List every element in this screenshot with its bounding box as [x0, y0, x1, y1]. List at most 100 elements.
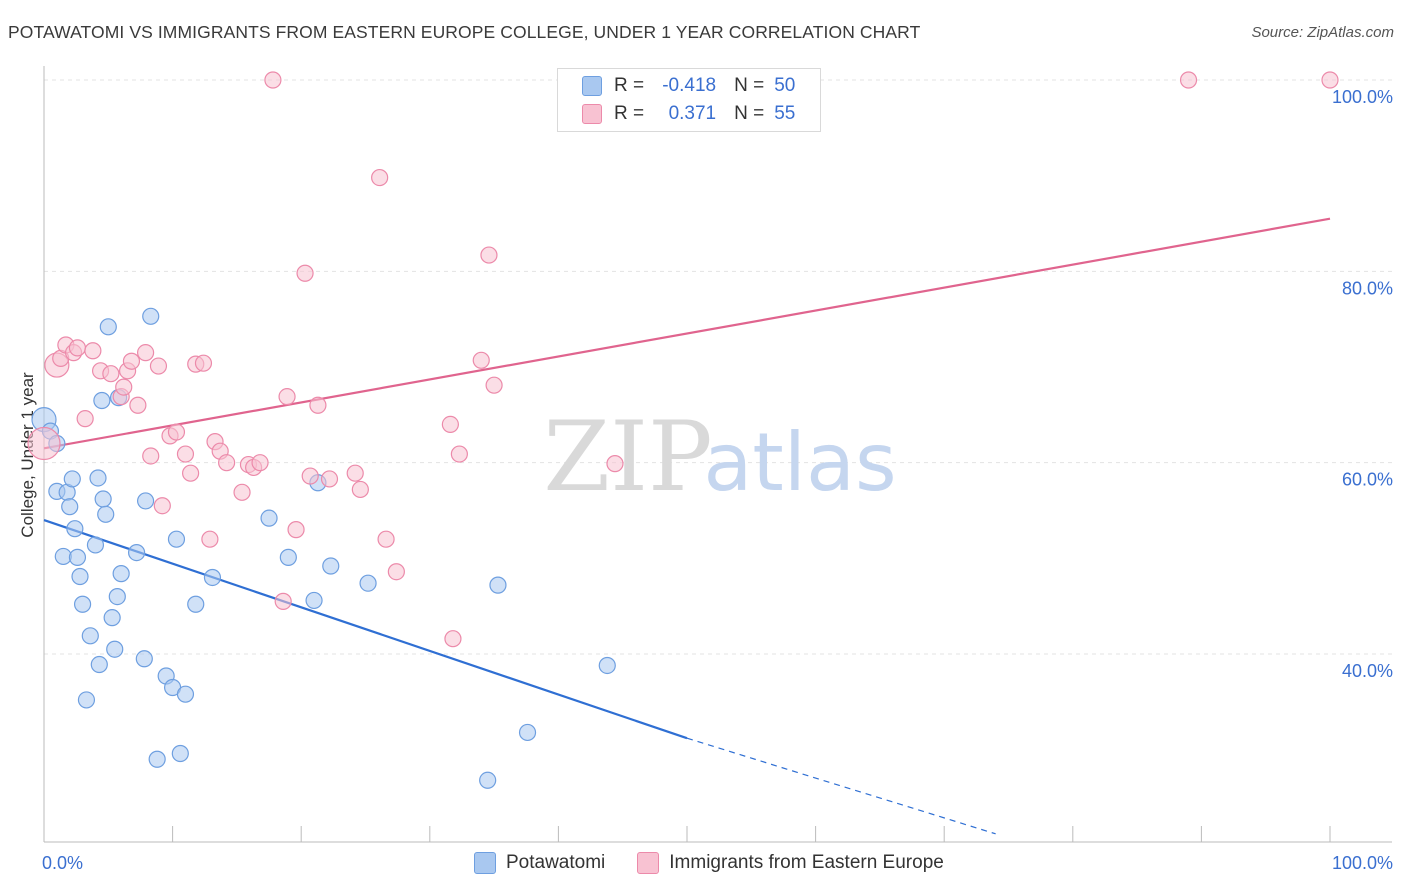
- point-potawatomi: [61, 498, 79, 516]
- point-potawatomi: [167, 530, 186, 548]
- point-potawatomi: [135, 650, 153, 668]
- point-eastern-europe: [606, 455, 624, 473]
- point-potawatomi: [148, 750, 166, 768]
- point-eastern-europe: [153, 497, 171, 515]
- point-potawatomi: [203, 568, 222, 587]
- legend-r-value: 0.371: [668, 103, 717, 124]
- legend-swatch-blue: [582, 76, 602, 96]
- point-potawatomi: [77, 691, 96, 709]
- point-eastern-europe: [27, 426, 61, 461]
- point-eastern-europe: [377, 530, 395, 548]
- legend-item-potawatomi[interactable]: Potawatomi: [474, 852, 605, 874]
- point-potawatomi: [94, 490, 112, 508]
- point-potawatomi: [322, 557, 340, 575]
- point-eastern-europe: [301, 467, 319, 485]
- point-potawatomi: [86, 536, 105, 554]
- point-potawatomi: [90, 655, 108, 674]
- legend-r-value: -0.418: [662, 75, 717, 96]
- point-potawatomi: [479, 771, 497, 789]
- point-potawatomi: [260, 509, 278, 527]
- point-eastern-europe: [1179, 71, 1198, 89]
- point-potawatomi: [108, 587, 126, 606]
- point-eastern-europe: [264, 71, 282, 89]
- point-potawatomi: [279, 548, 297, 566]
- data-points: [27, 71, 1339, 789]
- point-eastern-europe: [1321, 71, 1339, 89]
- point-eastern-europe: [194, 354, 213, 372]
- point-potawatomi: [518, 723, 537, 742]
- point-potawatomi: [63, 470, 81, 488]
- point-eastern-europe: [441, 415, 459, 433]
- y-tick-label: 100.0%: [1332, 87, 1393, 107]
- point-potawatomi: [171, 744, 189, 763]
- tick-labels: 40.0% 60.0% 80.0% 100.0% 0.0% 100.0%: [42, 87, 1393, 873]
- point-eastern-europe: [387, 563, 405, 581]
- series-legend: Potawatomi Immigrants from Eastern Europ…: [474, 852, 976, 874]
- point-eastern-europe: [320, 470, 339, 488]
- point-potawatomi: [142, 307, 160, 325]
- point-potawatomi: [99, 318, 117, 336]
- legend-item-eastern-europe[interactable]: Immigrants from Eastern Europe: [637, 852, 944, 874]
- legend-n-value: 55: [774, 103, 796, 124]
- source-credit: Source: ZipAtlas.com: [1251, 24, 1394, 41]
- point-eastern-europe: [309, 396, 327, 414]
- legend-swatch-blue: [474, 852, 496, 874]
- point-eastern-europe: [218, 454, 236, 472]
- point-potawatomi: [93, 391, 111, 410]
- point-potawatomi: [73, 595, 92, 613]
- watermark-zip: ZIP: [543, 401, 712, 513]
- trend-line-eastern-europe: [43, 217, 1331, 450]
- point-eastern-europe: [450, 445, 468, 463]
- point-eastern-europe: [346, 464, 364, 482]
- point-eastern-europe: [115, 378, 133, 396]
- legend-label: Immigrants from Eastern Europe: [669, 852, 944, 873]
- legend-n-value: 50: [774, 75, 796, 96]
- point-eastern-europe: [136, 344, 155, 362]
- point-eastern-europe: [287, 521, 305, 539]
- point-eastern-europe: [480, 246, 498, 264]
- y-tick-label: 40.0%: [1342, 661, 1393, 681]
- point-eastern-europe: [122, 352, 141, 370]
- point-eastern-europe: [84, 342, 102, 360]
- point-potawatomi: [489, 576, 507, 594]
- legend-n-label: N =: [734, 75, 765, 96]
- point-eastern-europe: [278, 388, 296, 406]
- x-tick-label: 0.0%: [42, 853, 83, 873]
- point-eastern-europe: [296, 264, 314, 282]
- point-potawatomi: [112, 565, 130, 583]
- point-eastern-europe: [351, 480, 369, 499]
- chart-title: POTAWATOMI VS IMMIGRANTS FROM EASTERN EU…: [8, 22, 921, 42]
- legend-swatch-pink: [637, 852, 660, 874]
- point-eastern-europe: [201, 530, 219, 548]
- point-eastern-europe: [371, 168, 389, 187]
- point-eastern-europe: [176, 445, 195, 463]
- point-eastern-europe: [149, 357, 168, 375]
- point-eastern-europe: [274, 592, 292, 610]
- point-potawatomi: [66, 520, 84, 538]
- trend-lines: [43, 217, 1331, 835]
- legend-r-label: R =: [614, 103, 645, 124]
- correlation-legend: R = -0.418 N = 50 R = 0.371 N = 55: [557, 68, 821, 132]
- legend-row-potawatomi: R = -0.418 N = 50: [582, 73, 795, 99]
- trend-line-potawatomi: [43, 519, 688, 740]
- watermark-atlas: atlas: [703, 416, 896, 509]
- legend-label: Potawatomi: [506, 852, 606, 873]
- point-potawatomi: [89, 469, 107, 487]
- point-eastern-europe: [182, 464, 200, 482]
- grid-lines: [44, 79, 1392, 655]
- point-eastern-europe: [472, 351, 490, 369]
- point-potawatomi: [305, 591, 323, 610]
- point-potawatomi: [81, 627, 99, 645]
- point-potawatomi: [103, 609, 121, 627]
- point-eastern-europe: [129, 396, 147, 414]
- watermark: ZIP atlas: [543, 401, 896, 513]
- point-potawatomi: [106, 640, 124, 658]
- legend-swatch-pink: [582, 104, 602, 124]
- legend-r-label: R =: [614, 75, 645, 96]
- point-potawatomi: [71, 567, 89, 586]
- point-potawatomi: [187, 595, 205, 613]
- y-tick-label: 60.0%: [1342, 470, 1393, 490]
- point-eastern-europe: [76, 410, 94, 428]
- y-tick-label: 80.0%: [1342, 278, 1393, 298]
- point-eastern-europe: [485, 376, 503, 394]
